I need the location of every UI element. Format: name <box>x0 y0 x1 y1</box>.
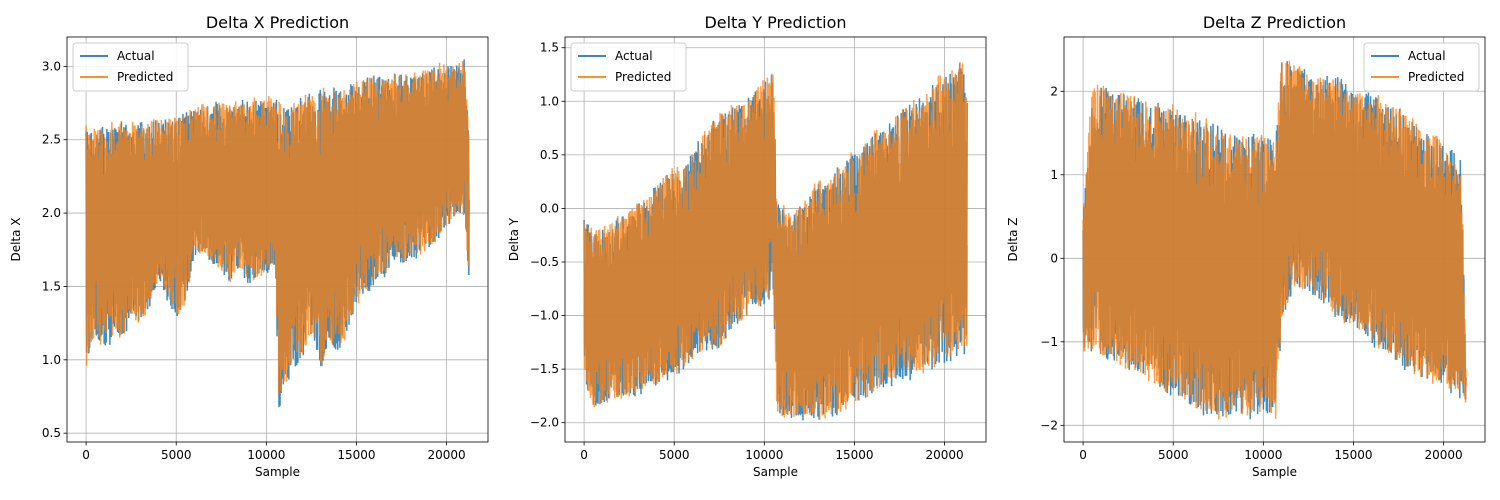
series-line-predicted <box>583 62 968 420</box>
x-axis-label: Sample <box>1252 465 1297 479</box>
legend: Actual Predicted <box>72 42 189 92</box>
x-axis-label: Sample <box>255 465 300 479</box>
y-tick-label: 3.0 <box>42 59 61 73</box>
x-tick-label: 5000 <box>659 448 690 462</box>
x-tick-label: 0 <box>1079 448 1087 462</box>
y-tick-label: 0.0 <box>540 201 559 215</box>
legend-label-predicted: Predicted <box>117 70 173 84</box>
x-tick-label: 10000 <box>745 448 783 462</box>
y-tick-label: 1.0 <box>42 353 61 367</box>
plot-area <box>1082 60 1467 420</box>
y-tick-label: −2 <box>1040 418 1058 432</box>
y-tick-label: 1.0 <box>540 94 559 108</box>
series-line-predicted <box>1082 60 1467 420</box>
x-tick-label: 20000 <box>1424 448 1462 462</box>
y-tick-label: 0.5 <box>540 148 559 162</box>
series-line-predicted <box>85 61 470 395</box>
x-tick-label: 5000 <box>1158 448 1189 462</box>
legend-box <box>72 42 189 92</box>
x-tick-label: 15000 <box>337 448 375 462</box>
chart-title: Delta X Prediction <box>206 13 349 32</box>
legend-label-predicted: Predicted <box>1408 70 1464 84</box>
y-axis-label: Delta Z <box>1006 217 1020 261</box>
y-tick-label: 2 <box>1050 84 1058 98</box>
x-tick-label: 10000 <box>1244 448 1282 462</box>
y-tick-label: −1.0 <box>530 309 559 323</box>
legend: Actual Predicted <box>1363 42 1480 92</box>
x-tick-label: 20000 <box>925 448 963 462</box>
panel-2: 0 5000 10000 15000 20000 −2.0 −1.5 −1.0 −0.5 0.0 0… <box>507 13 987 479</box>
y-tick-label: 2.0 <box>42 206 61 220</box>
x-tick-label: 0 <box>82 448 90 462</box>
y-tick-label: 0.5 <box>42 426 61 440</box>
legend-label-predicted: Predicted <box>615 70 671 84</box>
legend-label-actual: Actual <box>117 49 155 63</box>
y-tick-label: 2.5 <box>42 133 61 147</box>
axes-frame <box>66 36 489 443</box>
axes-frame <box>1063 36 1486 443</box>
y-axis-label: Delta X <box>9 217 23 261</box>
axes-frame <box>564 36 987 443</box>
legend-box <box>1363 42 1480 92</box>
x-tick-label: 15000 <box>835 448 873 462</box>
y-tick-label: 1.5 <box>42 279 61 293</box>
y-axis-label: Delta Y <box>507 217 521 261</box>
chart-title: Delta Y Prediction <box>704 13 846 32</box>
x-tick-label: 0 <box>580 448 588 462</box>
x-axis-label: Sample <box>753 465 798 479</box>
y-tick-label: −1 <box>1040 335 1058 349</box>
x-tick-label: 5000 <box>161 448 192 462</box>
y-tick-label: −2.0 <box>530 416 559 430</box>
x-tick-label: 10000 <box>247 448 285 462</box>
y-tick-label: 0 <box>1050 251 1058 265</box>
legend-label-actual: Actual <box>1408 49 1446 63</box>
legend-box <box>570 42 687 92</box>
chart-title: Delta Z Prediction <box>1203 13 1346 32</box>
legend-label-actual: Actual <box>615 49 653 63</box>
x-tick-label: 15000 <box>1334 448 1372 462</box>
plot-area <box>583 62 968 421</box>
plot-area <box>85 59 470 407</box>
y-tick-label: 1 <box>1050 168 1058 182</box>
y-tick-label: −0.5 <box>530 255 559 269</box>
legend: Actual Predicted <box>570 42 687 92</box>
panel-3: 0 5000 10000 15000 20000 −2 −1 0 1 2 Delta Z Predi… <box>1006 13 1486 479</box>
panel-1: 0 5000 10000 15000 20000 0.5 1.0 1.5 2.0 2.5 3.0 De… <box>9 13 489 479</box>
x-tick-label: 20000 <box>427 448 465 462</box>
y-tick-label: −1.5 <box>530 362 559 376</box>
y-tick-label: 1.5 <box>540 41 559 55</box>
